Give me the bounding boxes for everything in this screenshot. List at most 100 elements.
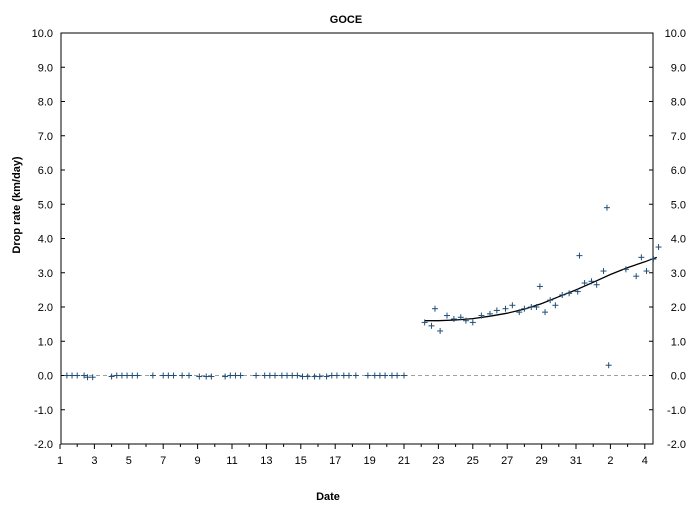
x-tick-label: 1 (57, 455, 63, 467)
data-point (528, 304, 535, 310)
y-tick-label: 10.0 (32, 28, 53, 40)
data-point (352, 372, 359, 379)
data-point (478, 312, 485, 319)
x-tick-label: 17 (329, 455, 341, 467)
y-tick-label: 9.0 (671, 62, 686, 74)
x-axis-label: Date (316, 491, 340, 503)
data-point (576, 252, 583, 259)
data-point (581, 280, 588, 287)
data-point (345, 372, 352, 379)
x-tick-label: 3 (91, 455, 97, 467)
data-point (603, 204, 610, 211)
data-point (521, 305, 528, 312)
data-point (74, 372, 81, 379)
y-tick-label: -2.0 (34, 439, 53, 451)
data-point (547, 297, 554, 304)
y-tick-label: 8.0 (38, 97, 53, 109)
data-point (462, 317, 469, 324)
y-tick-label: 2.0 (38, 302, 53, 314)
data-point (69, 372, 76, 379)
data-point (487, 310, 493, 317)
y-tick-label: 8.0 (671, 97, 686, 109)
data-point (196, 373, 203, 380)
data-point (457, 314, 464, 321)
y-tick-label: 0.0 (671, 371, 686, 383)
data-point (333, 372, 340, 379)
y-axis-label: Drop rate (km/day) (11, 156, 23, 254)
data-point (81, 372, 88, 379)
x-tick-label: 23 (432, 455, 444, 467)
data-point (299, 373, 306, 380)
data-point (655, 244, 662, 251)
data-point (650, 256, 657, 263)
data-point (113, 372, 120, 379)
data-point (431, 305, 438, 312)
x-tick-label: 15 (295, 455, 307, 467)
data-point (328, 372, 335, 379)
y-tick-label: 5.0 (38, 199, 53, 211)
data-point (311, 373, 318, 380)
data-point (493, 307, 500, 314)
data-point (382, 372, 389, 379)
y-tick-label: 6.0 (671, 165, 686, 177)
data-point (388, 372, 395, 379)
x-tick-label: 19 (363, 455, 375, 467)
data-point (129, 372, 136, 379)
data-point (63, 372, 70, 379)
data-point (469, 319, 476, 326)
y-axis-left: -2.0 -1.0 0.0 1.0 2.0 3.0 4.0 5.0 6.0 7.0 8.0 9.0 10… (32, 28, 65, 451)
data-point (593, 281, 600, 288)
data-point (605, 362, 612, 369)
y-tick-label: 1.0 (671, 336, 686, 348)
y-tick-label: 6.0 (38, 165, 53, 177)
data-point (124, 372, 131, 379)
x-tick-label: 21 (398, 455, 410, 467)
y-tick-label: 7.0 (671, 131, 686, 143)
y-axis-right: -2.0 -1.0 0.0 1.0 2.0 3.0 4.0 5.0 6.0 7.0 8.0 9.0 10… (649, 28, 686, 451)
data-point (559, 292, 566, 299)
data-point (340, 372, 347, 379)
data-point (622, 266, 629, 273)
data-point (316, 373, 323, 380)
y-tick-label: 1.0 (38, 336, 53, 348)
y-tick-label: 0.0 (38, 371, 53, 383)
trend-curve (424, 256, 658, 322)
x-axis: 1 3 5 7 9 11 13 15 17 19 21 23 25 27 29 31 2 4 (57, 444, 648, 467)
data-point (253, 372, 260, 379)
data-point (566, 290, 573, 297)
x-tick-label: 11 (226, 455, 237, 467)
x-tick-label: 2 (607, 455, 613, 467)
data-point (509, 302, 516, 309)
data-point (170, 372, 177, 379)
data-point (588, 278, 595, 285)
data-point (284, 372, 291, 379)
data-point (294, 372, 301, 379)
data-point (118, 372, 125, 379)
data-point (160, 372, 167, 379)
x-tick-label: 9 (195, 455, 201, 467)
y-tick-label: -1.0 (667, 405, 686, 417)
data-point (542, 309, 549, 316)
data-point (371, 372, 378, 379)
x-tick-label: 7 (160, 455, 166, 467)
data-point (272, 372, 278, 379)
y-tick-label: 2.0 (671, 302, 686, 314)
data-point (376, 372, 383, 379)
y-tick-label: 7.0 (38, 131, 53, 143)
data-point (179, 372, 186, 379)
y-tick-label: -1.0 (34, 405, 53, 417)
data-point (232, 372, 239, 379)
data-point (428, 322, 435, 329)
data-point (444, 312, 450, 319)
x-tick-label: 29 (535, 455, 547, 467)
data-point (536, 283, 543, 290)
data-point (108, 373, 115, 380)
y-tick-label: 4.0 (38, 234, 53, 246)
data-point (227, 372, 234, 379)
y-tick-label: 3.0 (671, 268, 686, 280)
data-point (533, 304, 540, 310)
data-point (600, 268, 607, 275)
data-point (401, 372, 407, 379)
data-point (421, 319, 428, 326)
